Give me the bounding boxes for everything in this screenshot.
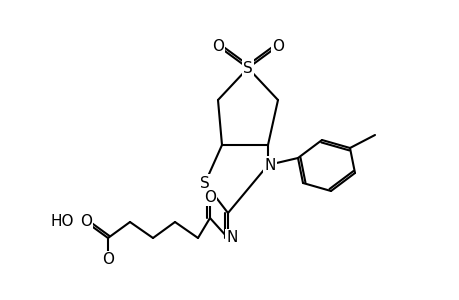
Text: O: O — [271, 38, 283, 53]
Text: N: N — [226, 230, 237, 245]
Text: HO: HO — [50, 214, 74, 230]
Text: S: S — [200, 176, 209, 190]
Text: N: N — [264, 158, 275, 172]
Text: O: O — [212, 38, 224, 53]
Text: O: O — [203, 190, 216, 205]
Text: O: O — [80, 214, 92, 230]
Text: S: S — [243, 61, 252, 76]
Text: O: O — [102, 253, 114, 268]
